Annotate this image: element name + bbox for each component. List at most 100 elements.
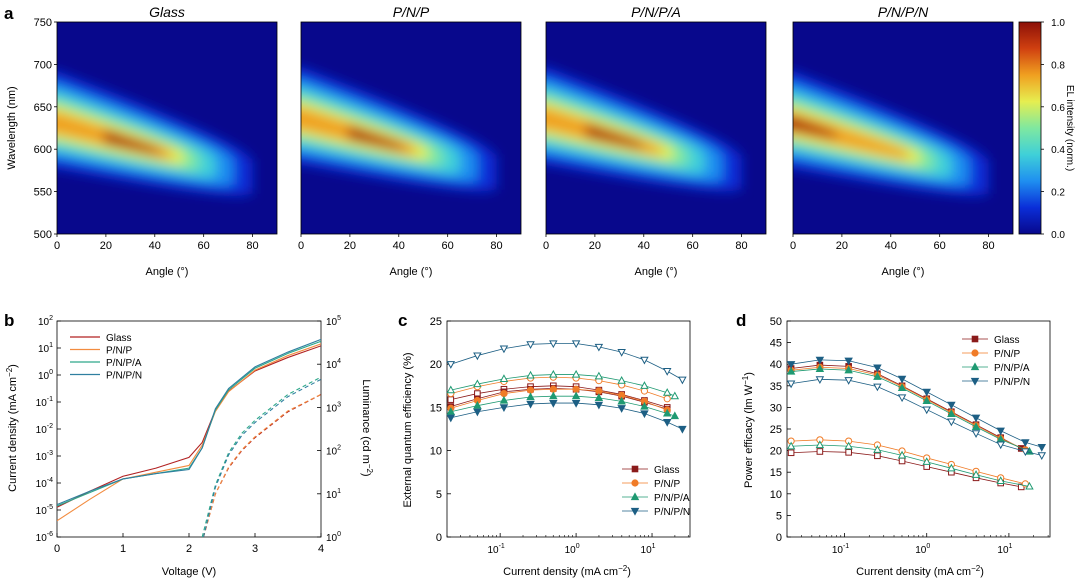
- current-density-line: [57, 343, 321, 522]
- y2-tick-label: 103: [326, 401, 341, 414]
- panel-d-ylabel: Power efficacy (lm W−1): [741, 372, 755, 488]
- data-point: [873, 445, 882, 453]
- data-point: [678, 376, 687, 385]
- series-line: [791, 364, 1022, 449]
- colorbar-tick-label: 1.0: [1051, 18, 1065, 29]
- y-tick-label: 50: [770, 316, 782, 328]
- y-tick-label: 10-5: [36, 504, 53, 517]
- data-point: [971, 430, 981, 438]
- x-tick-label: 60: [934, 240, 946, 252]
- x-tick-label: 101: [997, 543, 1012, 556]
- data-point: [549, 385, 557, 393]
- x-tick-label: 20: [589, 240, 601, 252]
- y-tick-label: 15: [770, 467, 782, 479]
- data-point: [1021, 448, 1030, 457]
- panel-b-jvl: 0 1 2 3 4 10-6 10-5 10-4 10-3 10-2 10-1 100 101 102 10…: [36, 315, 341, 555]
- data-point: [873, 364, 882, 373]
- y-tick-label: 25: [770, 424, 782, 436]
- data-point: [640, 356, 649, 365]
- data-point: [662, 368, 672, 376]
- data-point: [815, 364, 825, 373]
- heatmap-title: Glass: [149, 4, 185, 20]
- luminance-line: [202, 393, 321, 537]
- data-point: [786, 366, 796, 375]
- x-tick-label: 4: [318, 543, 324, 555]
- x-tick-label: 40: [393, 240, 405, 252]
- data-point: [526, 370, 535, 379]
- x-tick-label: 40: [149, 240, 161, 252]
- data-point: [996, 427, 1005, 436]
- data-point: [1037, 452, 1047, 460]
- data-point: [446, 414, 456, 423]
- legend-marker: [630, 492, 640, 501]
- data-point: [617, 405, 626, 413]
- x-tick-label: 60: [687, 240, 699, 252]
- heatmap-title: P/N/P/N: [878, 4, 929, 20]
- heatmap-emission: [301, 66, 497, 192]
- x-tick-label: 60: [442, 240, 454, 252]
- data-point: [594, 371, 604, 380]
- data-point: [947, 401, 956, 410]
- y-tick-label: 10: [430, 446, 442, 458]
- data-point: [816, 448, 824, 455]
- luminance-line: [202, 393, 321, 537]
- data-point: [594, 393, 604, 401]
- data-point: [447, 396, 455, 403]
- data-point: [971, 422, 981, 430]
- x-tick-label: 0: [298, 240, 304, 252]
- data-point: [844, 357, 853, 366]
- data-point: [473, 379, 482, 388]
- legend-marker: [970, 377, 980, 386]
- y-tick-label: 0: [776, 532, 782, 544]
- data-point: [549, 399, 558, 408]
- legend-marker: [631, 479, 639, 487]
- plot-frame: [56, 320, 322, 538]
- panel-c-ylabel: External quantum efficiency (%): [402, 352, 414, 507]
- data-point: [922, 406, 931, 415]
- y-tick-label: 35: [770, 381, 782, 393]
- y-tick-label: 10-2: [36, 423, 53, 436]
- y-tick-label: 10: [770, 489, 782, 501]
- heatmap-contour-layer: [349, 128, 399, 148]
- data-point: [787, 449, 795, 457]
- panel-a-colorbar: 0.0 0.2 0.4 0.6 0.8 1.0: [1018, 18, 1065, 241]
- series-line: [450, 376, 668, 400]
- heatmap-frame: [792, 21, 1014, 235]
- data-point: [663, 395, 671, 403]
- panel-letter-c: c: [398, 311, 407, 330]
- data-point: [971, 414, 981, 423]
- heatmap-contour-layer: [587, 126, 642, 148]
- x-tick-label: 1: [120, 543, 126, 555]
- series-lines: [57, 338, 321, 537]
- colorbar-label: EL intensity (norm.): [1064, 85, 1075, 171]
- legend-label: Glass: [106, 333, 132, 344]
- y2-tick-label: 102: [326, 445, 341, 458]
- x-tick-label: 20: [100, 240, 112, 252]
- heatmap-emission: [546, 66, 742, 192]
- y-tick-label: 40: [770, 359, 782, 371]
- y-tick-label: 10-4: [36, 477, 53, 490]
- data-point: [595, 387, 603, 395]
- data-point: [549, 340, 558, 349]
- heatmap-xlabel: Angle (°): [390, 266, 433, 278]
- heatmap-emission: [793, 71, 989, 196]
- panel-c-eqe: 10-1 100 101 0 5 10 15 20 25 Glass P/N/P P/N/P/A P/N…: [430, 316, 691, 556]
- x-tick-label: 0: [543, 240, 549, 252]
- heatmap-contour-layer: [105, 133, 155, 153]
- data-point: [526, 392, 535, 401]
- data-point: [947, 409, 956, 417]
- y2-tick-label: 105: [326, 315, 341, 328]
- data-point: [678, 425, 687, 434]
- data-point: [473, 408, 482, 417]
- y-tick-label: 700: [34, 59, 52, 71]
- colorbar-bar: [1018, 21, 1042, 235]
- data-point: [549, 391, 558, 400]
- data-point: [1021, 439, 1030, 448]
- data-point: [499, 345, 509, 354]
- x-tick-label: 0: [54, 240, 60, 252]
- x-tick-label: 80: [982, 240, 994, 252]
- data-point: [897, 383, 907, 392]
- heatmap-xlabel: Angle (°): [882, 266, 925, 278]
- data-point: [947, 463, 956, 472]
